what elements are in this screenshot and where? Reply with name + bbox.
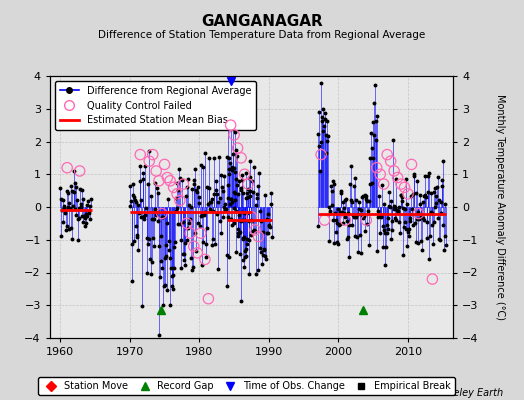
Point: [247, 214, 256, 220]
Point: [387, 158, 395, 164]
Point: [400, 184, 409, 190]
Text: Difference of Station Temperature Data from Regional Average: Difference of Station Temperature Data f…: [99, 30, 425, 40]
Point: [407, 161, 416, 168]
Point: [169, 184, 178, 190]
Y-axis label: Monthly Temperature Anomaly Difference (°C): Monthly Temperature Anomaly Difference (…: [496, 94, 506, 320]
Point: [341, 217, 350, 223]
Point: [230, 132, 238, 138]
Legend: Difference from Regional Average, Quality Control Failed, Estimated Station Mean: Difference from Regional Average, Qualit…: [54, 81, 256, 130]
Point: [379, 181, 388, 187]
Point: [204, 296, 213, 302]
Point: [193, 250, 201, 256]
Point: [320, 217, 329, 223]
Point: [183, 220, 191, 226]
Point: [362, 217, 370, 223]
Point: [163, 174, 171, 181]
Point: [233, 145, 242, 151]
Point: [136, 151, 145, 158]
Legend: Station Move, Record Gap, Time of Obs. Change, Empirical Break: Station Move, Record Gap, Time of Obs. C…: [38, 377, 455, 395]
Point: [155, 178, 163, 184]
Point: [226, 122, 235, 128]
Point: [63, 164, 71, 171]
Point: [145, 158, 154, 164]
Point: [241, 171, 249, 178]
Point: [152, 168, 160, 174]
Point: [428, 276, 436, 282]
Point: [397, 181, 405, 187]
Point: [179, 181, 188, 187]
Point: [383, 151, 391, 158]
Point: [166, 178, 174, 184]
Point: [244, 181, 252, 187]
Point: [75, 168, 84, 174]
Point: [158, 210, 166, 217]
Point: [414, 210, 423, 217]
Text: Berkeley Earth: Berkeley Earth: [431, 388, 503, 398]
Text: GANGANAGAR: GANGANAGAR: [201, 14, 323, 29]
Point: [251, 227, 259, 233]
Point: [196, 230, 205, 236]
Point: [317, 151, 325, 158]
Point: [394, 174, 402, 181]
Point: [160, 161, 169, 168]
Point: [176, 197, 184, 204]
Point: [201, 256, 209, 263]
Point: [186, 230, 194, 236]
Point: [390, 168, 398, 174]
Point: [237, 155, 245, 161]
Point: [373, 164, 381, 171]
Point: [376, 171, 385, 178]
Point: [404, 191, 412, 197]
Point: [190, 243, 198, 250]
Point: [173, 191, 181, 197]
Point: [254, 233, 263, 240]
Point: [148, 151, 157, 158]
